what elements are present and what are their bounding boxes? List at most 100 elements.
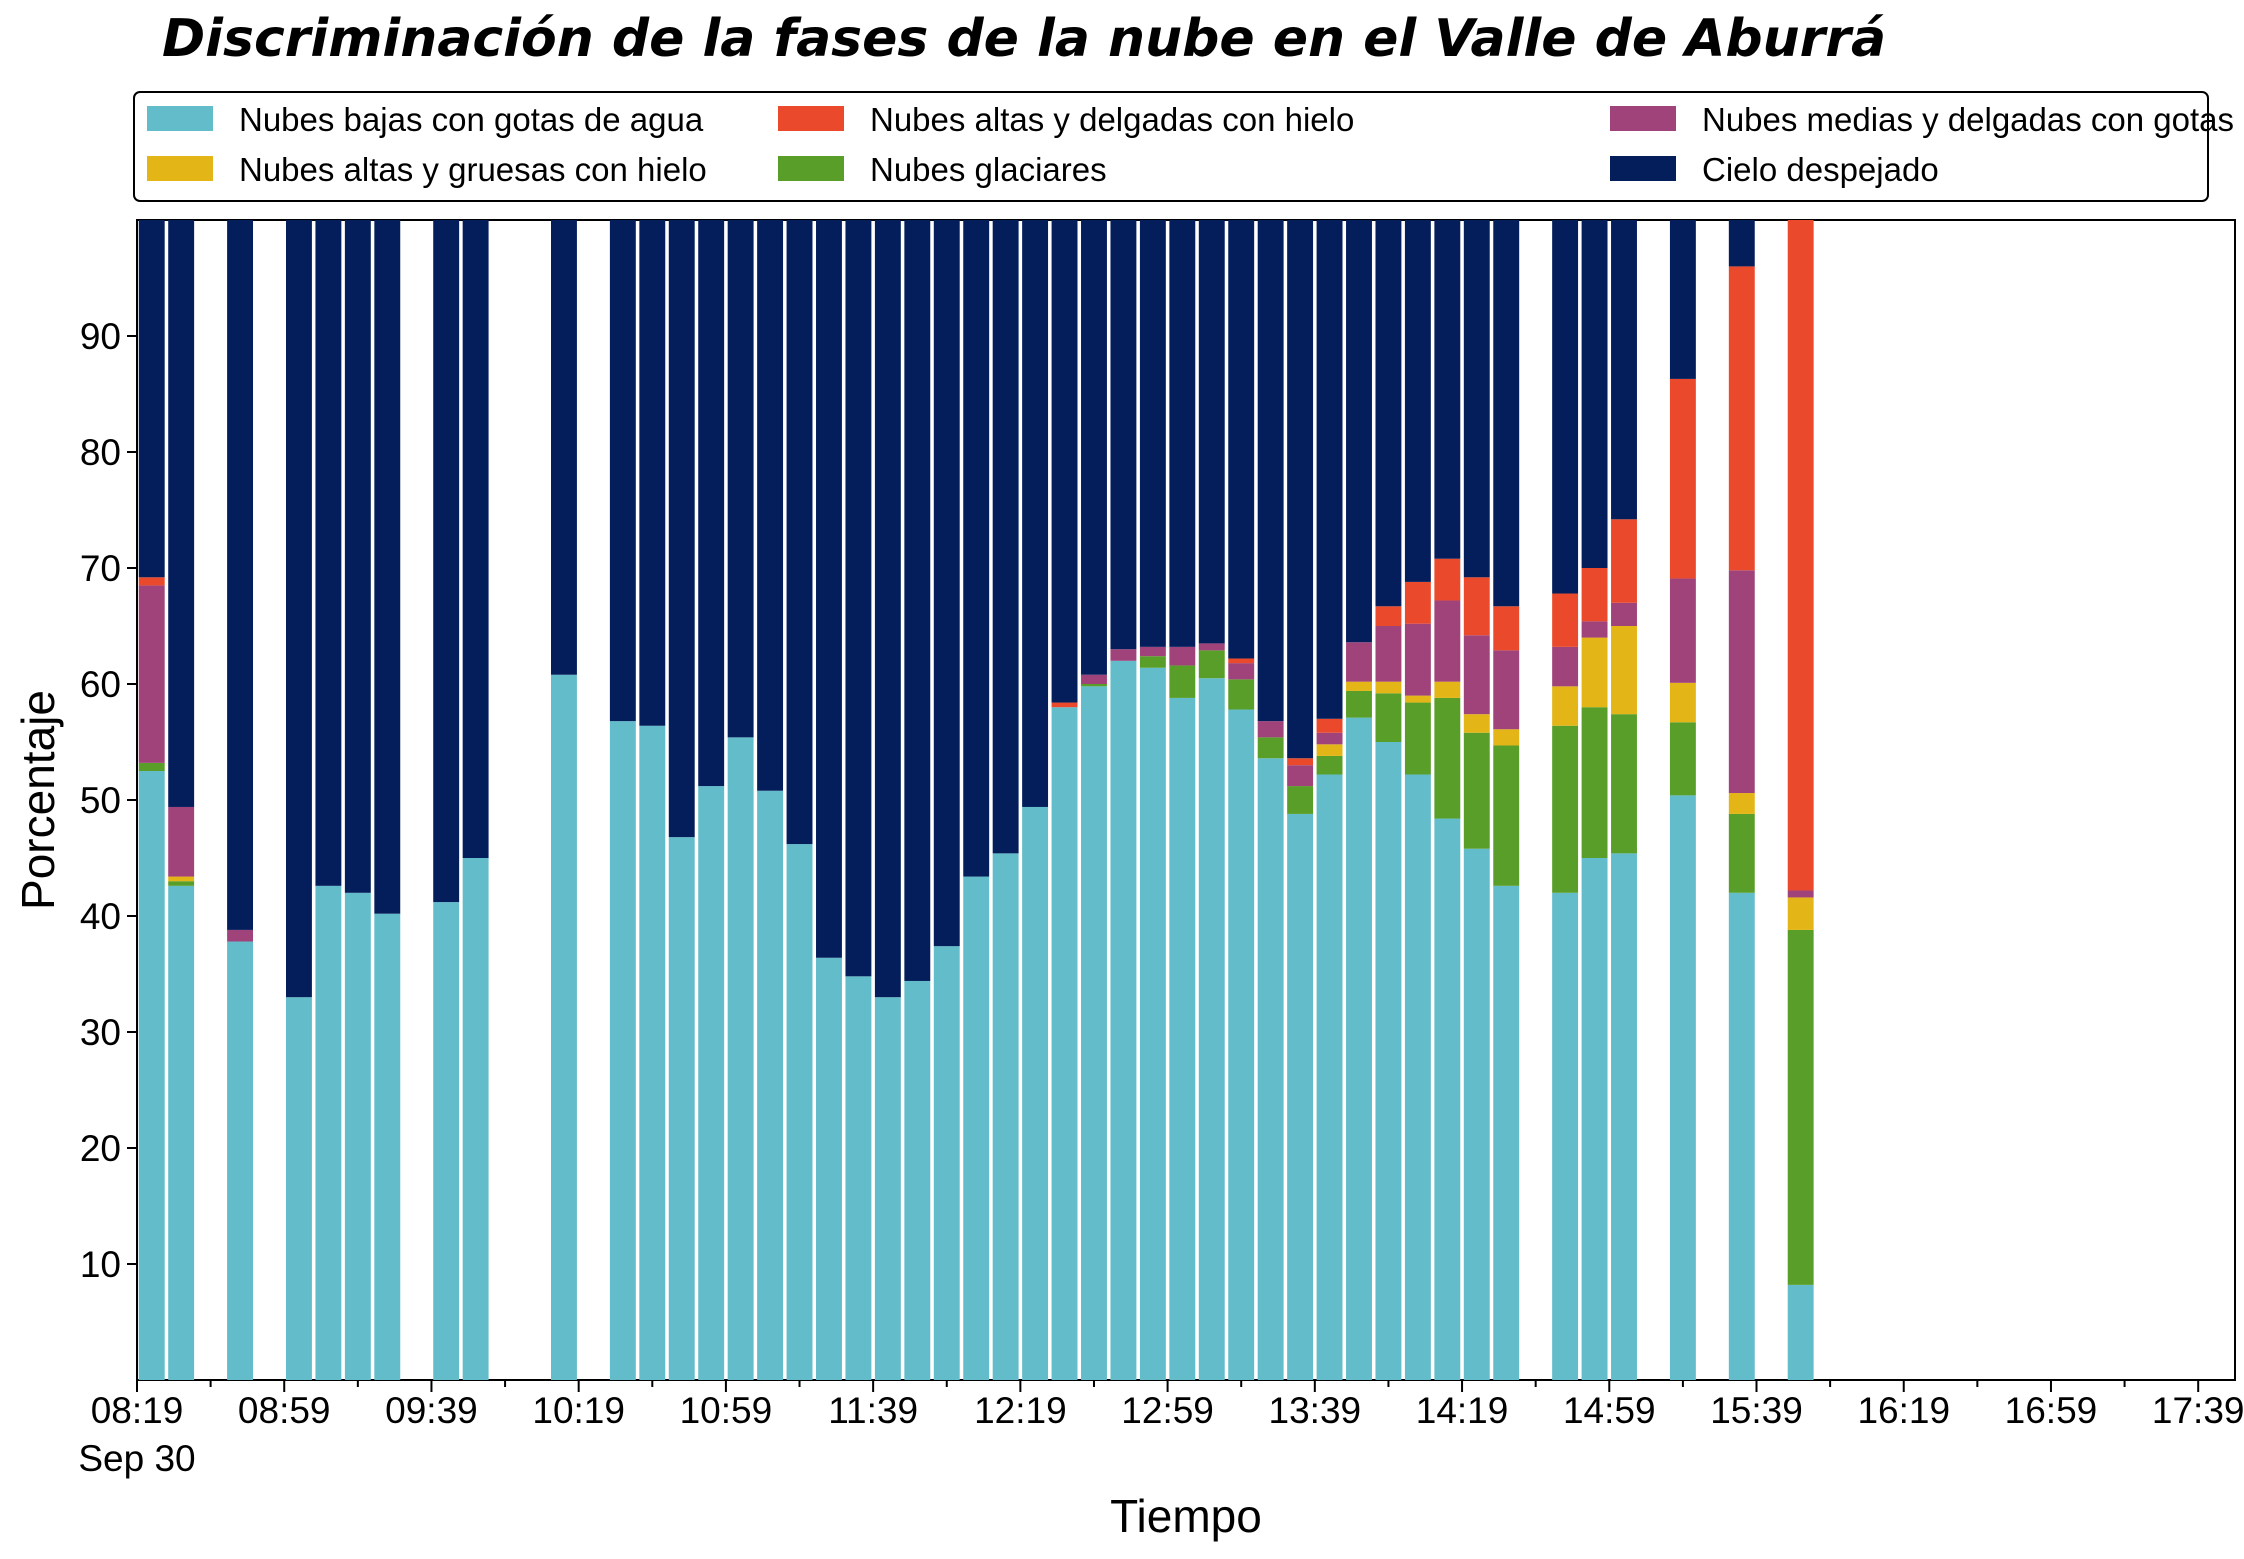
bar-stack-1431 [1493, 220, 1520, 1380]
bar-stack-1423 [1463, 220, 1490, 1380]
bar-segment-cielo-despejado [1257, 220, 1284, 722]
x-tick-label: 17:39 [2152, 1390, 2244, 1431]
bar-segment-nubes-bajas-con-gotas-de-agua [1051, 707, 1078, 1380]
bar-segment-cielo-despejado [1493, 220, 1520, 607]
bar-segment-nubes-altas-y-gruesas-con-hielo [1463, 714, 1490, 733]
bar-segment-cielo-despejado [433, 220, 460, 903]
bar-segment-nubes-altas-y-delgadas-con-hielo [1463, 577, 1490, 636]
bar-stack-1255 [1139, 220, 1166, 1380]
y-tick-label: 90 [80, 316, 121, 357]
bar-stack-1447 [1552, 220, 1579, 1380]
bar-segment-nubes-bajas-con-gotas-de-agua [1346, 717, 1372, 1380]
bar-segment-nubes-altas-y-delgadas-con-hielo [1287, 758, 1314, 766]
bar-segment-cielo-despejado [1228, 220, 1255, 659]
bar-stack-0927 [374, 220, 401, 1380]
bar-segment-nubes-medias-y-delgadas-con-gotas-de-agua [1728, 570, 1755, 794]
bar-segment-nubes-glaciares [1375, 693, 1402, 742]
bar-segment-cielo-despejado [698, 220, 725, 787]
bar-segment-nubes-bajas-con-gotas-de-agua [1287, 813, 1314, 1380]
bar-segment-cielo-despejado [1316, 220, 1343, 719]
y-tick-label: 40 [80, 896, 121, 937]
legend-label-nubes-altas-y-delgadas-con-hielo: Nubes altas y delgadas con hielo [870, 101, 1354, 138]
bar-stack-0903 [285, 220, 312, 1380]
bar-segment-nubes-bajas-con-gotas-de-agua [933, 946, 960, 1380]
bar-segment-nubes-medias-y-delgadas-con-gotas-de-agua [138, 585, 165, 763]
bar-stack-1215 [992, 220, 1019, 1380]
bar-segment-nubes-medias-y-delgadas-con-gotas-de-agua [1257, 721, 1284, 738]
bar-segment-nubes-bajas-con-gotas-de-agua [1139, 667, 1166, 1380]
bar-segment-nubes-altas-y-gruesas-con-hielo [1787, 897, 1814, 930]
bar-stack-0951 [462, 220, 489, 1380]
bar-stack-0831 [168, 220, 195, 1380]
bar-segment-nubes-bajas-con-gotas-de-agua [1434, 818, 1461, 1380]
bar-segment-nubes-altas-y-delgadas-con-hielo [138, 577, 165, 586]
bar-segment-nubes-glaciares [1552, 725, 1579, 893]
bar-segment-cielo-despejado [344, 220, 371, 893]
bar-stack-1039 [639, 220, 666, 1380]
bar-segment-cielo-despejado [1728, 220, 1755, 267]
bar-segment-cielo-despejado [1581, 220, 1608, 568]
bar-segment-nubes-bajas-con-gotas-de-agua [1581, 858, 1608, 1380]
bar-segment-nubes-bajas-con-gotas-de-agua [1228, 709, 1255, 1380]
bar-segment-nubes-glaciares [1669, 722, 1696, 796]
bar-segment-cielo-despejado [1434, 220, 1461, 559]
bar-segment-nubes-bajas-con-gotas-de-agua [551, 674, 577, 1380]
bar-segment-nubes-altas-y-gruesas-con-hielo [1375, 681, 1402, 694]
bar-segment-nubes-glaciares [1169, 665, 1196, 698]
bar-segment-nubes-medias-y-delgadas-con-gotas-de-agua [1081, 674, 1107, 684]
bar-segment-cielo-despejado [1552, 220, 1579, 594]
bar-segment-cielo-despejado [1611, 220, 1637, 520]
legend-swatch-cielo-despejado [1610, 156, 1676, 181]
bar-segment-nubes-altas-y-gruesas-con-hielo [1404, 695, 1431, 703]
bar-stack-1503 [1611, 220, 1637, 1380]
y-tick-label: 10 [80, 1244, 121, 1285]
bar-segment-nubes-bajas-con-gotas-de-agua [1169, 697, 1196, 1380]
bars-layer [138, 220, 1814, 1380]
bar-segment-cielo-despejado [1110, 220, 1137, 650]
bar-segment-nubes-bajas-con-gotas-de-agua [992, 853, 1019, 1380]
bar-segment-nubes-glaciares [1581, 707, 1608, 858]
bar-segment-nubes-glaciares [1787, 929, 1814, 1285]
bar-segment-nubes-altas-y-gruesas-con-hielo [1611, 626, 1637, 715]
x-tick-date-label: Sep 30 [78, 1438, 195, 1479]
bar-segment-cielo-despejado [1669, 220, 1696, 379]
bar-segment-nubes-bajas-con-gotas-de-agua [285, 997, 312, 1380]
bar-segment-nubes-bajas-con-gotas-de-agua [639, 725, 666, 1380]
bar-stack-1127 [816, 220, 842, 1380]
bar-stack-1407 [1404, 220, 1431, 1380]
bar-segment-nubes-altas-y-delgadas-con-hielo [1493, 606, 1520, 651]
legend-swatch-nubes-altas-y-delgadas-con-hielo [778, 106, 844, 131]
bar-stack-1335 [1287, 220, 1314, 1380]
bar-segment-cielo-despejado [1404, 220, 1431, 582]
x-tick-label: 16:19 [1857, 1390, 1950, 1431]
bar-segment-nubes-medias-y-delgadas-con-gotas-de-agua [1198, 643, 1225, 651]
bar-segment-nubes-altas-y-delgadas-con-hielo [1669, 378, 1696, 579]
chart-title: Discriminación de la fases de la nube en… [162, 9, 1886, 69]
bar-segment-nubes-medias-y-delgadas-con-gotas-de-agua [1787, 890, 1814, 898]
x-tick-label: 10:19 [532, 1390, 625, 1431]
bar-segment-nubes-medias-y-delgadas-con-gotas-de-agua [1463, 635, 1490, 715]
bar-segment-nubes-glaciares [1404, 702, 1431, 775]
bar-segment-nubes-medias-y-delgadas-con-gotas-de-agua [1287, 765, 1314, 787]
x-tick-label: 08:19 [91, 1390, 184, 1431]
legend-swatch-nubes-altas-y-gruesas-con-hielo [147, 156, 213, 181]
bar-segment-nubes-medias-y-delgadas-con-gotas-de-agua [1316, 732, 1343, 745]
bar-stack-1159 [933, 220, 960, 1380]
bar-segment-nubes-altas-y-delgadas-con-hielo [1787, 220, 1814, 891]
bar-segment-cielo-despejado [1022, 220, 1049, 807]
bar-segment-nubes-altas-y-gruesas-con-hielo [1669, 682, 1696, 723]
bar-segment-nubes-bajas-con-gotas-de-agua [1552, 892, 1579, 1380]
bar-segment-nubes-altas-y-gruesas-con-hielo [1728, 793, 1755, 814]
bar-stack-1111 [757, 220, 784, 1380]
bar-segment-cielo-despejado [315, 220, 342, 886]
legend-label-nubes-altas-y-gruesas-con-hielo: Nubes altas y gruesas con hielo [239, 151, 707, 188]
x-tick-label: 14:19 [1416, 1390, 1509, 1431]
bar-segment-nubes-medias-y-delgadas-con-gotas-de-agua [1110, 649, 1137, 661]
legend-label-nubes-bajas-con-gotas-de-agua: Nubes bajas con gotas de agua [239, 101, 704, 138]
bar-segment-nubes-altas-y-delgadas-con-hielo [1228, 658, 1255, 664]
bar-stack-1319 [1228, 220, 1255, 1380]
bar-segment-cielo-despejado [639, 220, 666, 726]
bar-segment-nubes-bajas-con-gotas-de-agua [1728, 892, 1755, 1380]
y-tick-label: 70 [80, 548, 121, 589]
bar-segment-nubes-bajas-con-gotas-de-agua [315, 885, 342, 1380]
